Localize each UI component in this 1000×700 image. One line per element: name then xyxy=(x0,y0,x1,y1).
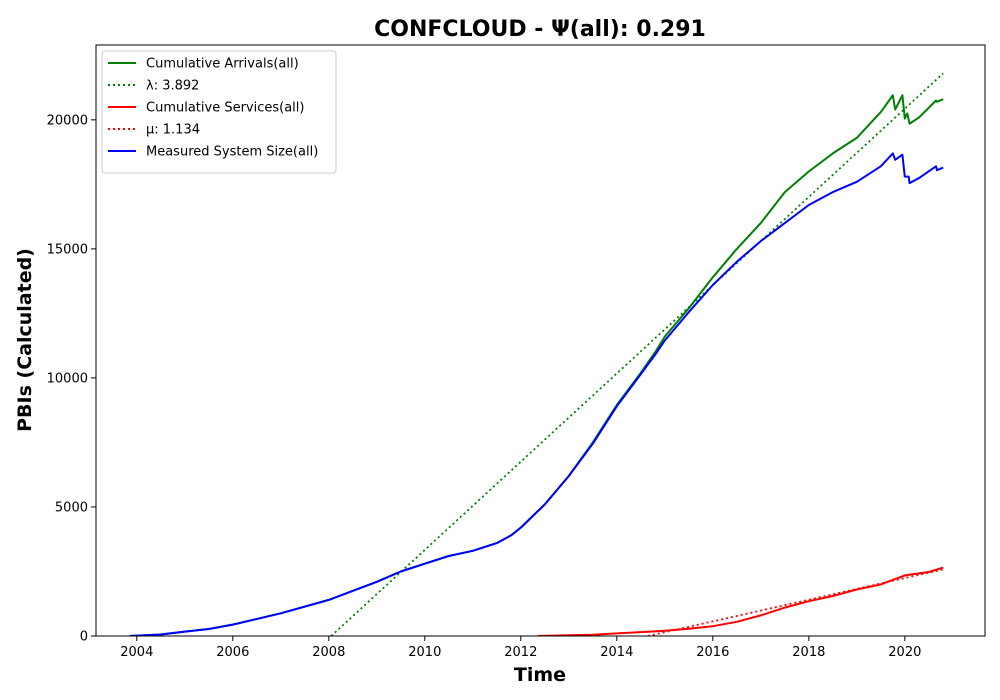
plot-area xyxy=(129,72,944,636)
legend-frame xyxy=(101,50,337,174)
x-tick-label: 2020 xyxy=(888,645,921,660)
legend-label: Cumulative Arrivals(all) xyxy=(146,57,299,72)
x-tick-label: 2018 xyxy=(792,645,825,660)
y-tick-label: 20000 xyxy=(47,113,88,128)
chart-title: CONFCLOUD - Ψ(all): 0.291 xyxy=(374,17,706,42)
series-line-1 xyxy=(330,72,944,636)
y-axis-label: PBIs (Calculated) xyxy=(14,248,36,432)
legend-label: Cumulative Services(all) xyxy=(146,101,304,116)
x-tick-label: 2004 xyxy=(120,645,153,660)
y-tick-label: 10000 xyxy=(47,371,88,386)
legend-label: λ: 3.892 xyxy=(146,79,199,94)
legend-label: μ: 1.134 xyxy=(146,123,200,138)
x-axis-label: Time xyxy=(514,664,566,686)
x-tick-label: 2006 xyxy=(216,645,249,660)
series-line-4 xyxy=(129,152,944,636)
legend: Cumulative Arrivals(all) λ: 3.892 Cumulati… xyxy=(101,50,337,174)
y-tick-label: 0 xyxy=(80,630,88,645)
series-line-3 xyxy=(647,568,944,636)
series-line-2 xyxy=(537,566,944,636)
x-axis: 2004 2006 2008 2010 2012 2014 2016 2018 2020 xyxy=(120,636,921,660)
x-tick-label: 2014 xyxy=(600,645,633,660)
legend-label: Measured System Size(all) xyxy=(146,145,318,160)
y-axis: 0 5000 10000 15000 20000 xyxy=(47,113,96,645)
x-tick-label: 2016 xyxy=(696,645,729,660)
series-group xyxy=(129,72,944,636)
x-tick-label: 2012 xyxy=(504,645,537,660)
x-tick-label: 2008 xyxy=(312,645,345,660)
y-tick-label: 5000 xyxy=(55,500,88,515)
x-tick-label: 2010 xyxy=(408,645,441,660)
y-tick-label: 15000 xyxy=(47,242,88,257)
axes-frame xyxy=(95,44,986,637)
